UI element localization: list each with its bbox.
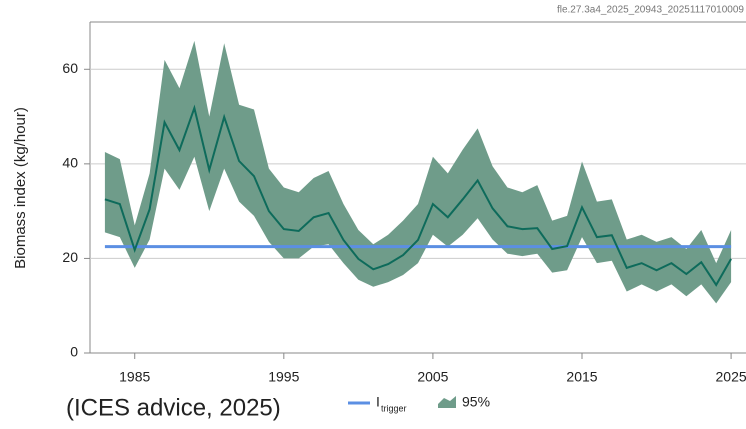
caption: (ICES advice, 2025)	[66, 394, 281, 421]
legend-label: 95%	[462, 394, 490, 410]
confidence-band	[104, 40, 732, 304]
x-tick-label: 1985	[119, 369, 150, 385]
legend-label: I	[376, 394, 380, 410]
y-tick-label: 20	[62, 249, 78, 265]
y-axis-label: Biomass index (kg/hour)	[12, 107, 29, 269]
index-line	[104, 104, 732, 287]
x-tick-label: 2005	[417, 369, 448, 385]
source-id: fle.27.3a4_2025_20943_20251117010009	[557, 5, 744, 16]
legend-label-sub: trigger	[381, 403, 407, 413]
x-tick-label: 1995	[268, 369, 299, 385]
y-tick-label: 40	[62, 155, 78, 171]
legend-swatch	[438, 396, 456, 408]
y-tick-label: 60	[62, 60, 78, 76]
x-tick-label: 2015	[566, 369, 597, 385]
x-tick-label: 2025	[716, 369, 746, 385]
y-tick-label: 0	[70, 344, 78, 360]
